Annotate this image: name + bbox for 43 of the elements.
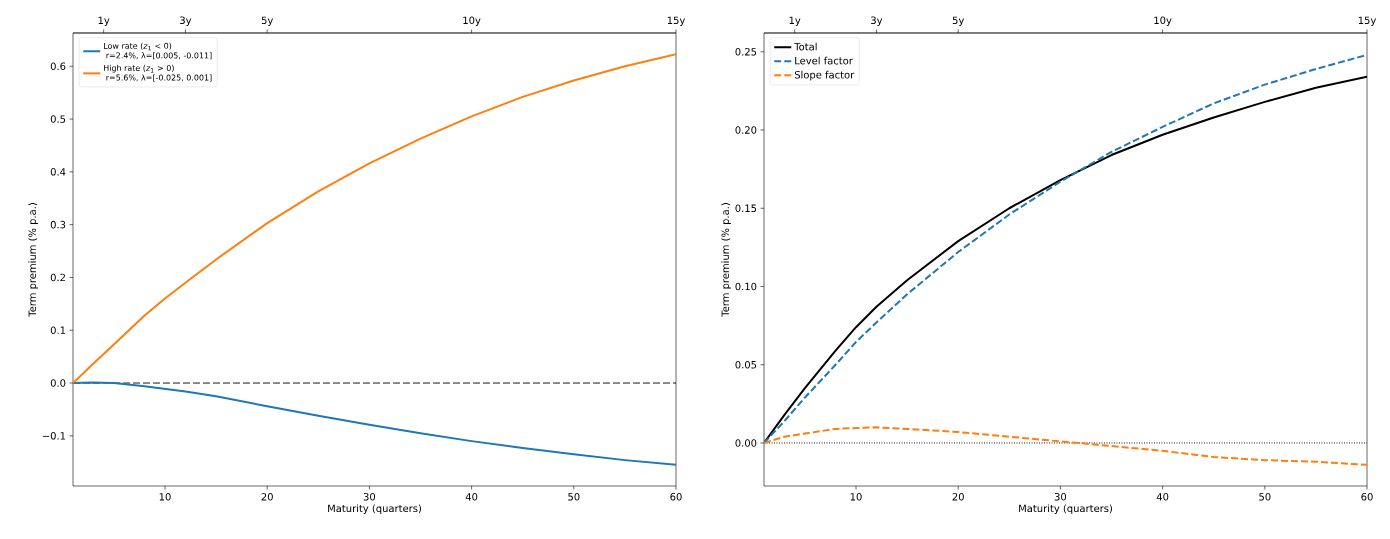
y-axis-title: Term premium (% p.a.) <box>28 203 38 317</box>
y-tick-label: 0.5 <box>50 115 66 123</box>
legend-label: Total <box>794 42 817 51</box>
y-tick-label: 0.05 <box>735 360 757 369</box>
x-tick-label: 50 <box>1259 493 1271 501</box>
x-axis-title: Maturity (quarters) <box>328 504 421 515</box>
y-tick-label: 0.4 <box>50 168 66 176</box>
x2-tick-label: 15y <box>1358 16 1377 26</box>
y-tick-label: −0.1 <box>42 432 66 440</box>
x-tick-label: 10 <box>159 493 171 501</box>
x2-tick-label: 3y <box>871 16 883 26</box>
y-tick-label: 0.1 <box>50 326 66 335</box>
x2-tick-label: 5y <box>261 16 274 26</box>
x-tick-label: 50 <box>568 493 580 501</box>
x2-tick-label: 1y <box>789 16 801 26</box>
y-tick-label: 0.15 <box>735 204 757 213</box>
x2-tick-label: 15y <box>667 16 685 26</box>
x-axis-title: Maturity (quarters) <box>1019 504 1112 515</box>
y-tick-label: 0.20 <box>735 126 757 134</box>
x-tick-label: 60 <box>670 493 682 501</box>
y-tick-label: 0.10 <box>735 282 757 291</box>
y-tick-label: 0.3 <box>50 220 66 229</box>
legend-label: Level factor <box>795 56 853 65</box>
x-tick-label: 30 <box>1054 493 1067 501</box>
x-tick-label: 20 <box>952 493 964 501</box>
x2-tick-label: 3y <box>180 16 192 26</box>
x-tick-label: 40 <box>1156 493 1169 501</box>
x-tick-label: 30 <box>363 493 376 501</box>
x-tick-label: 20 <box>261 493 273 501</box>
x2-tick-label: 1y <box>98 16 110 26</box>
x2-tick-label: 10y <box>463 16 481 26</box>
x2-tick-label: 5y <box>952 16 965 26</box>
y-tick-label: 0.0 <box>50 379 66 387</box>
x-tick-label: 40 <box>465 493 478 501</box>
legend-label: Slope factor <box>794 70 855 81</box>
y-tick-label: 0.2 <box>50 273 65 282</box>
y-tick-label: 0.25 <box>735 47 757 56</box>
y-axis-title: Term premium (% p.a.) <box>721 203 731 317</box>
y-tick-label: 0.00 <box>735 439 757 447</box>
x-tick-label: 10 <box>850 493 862 501</box>
y-tick-label: 0.6 <box>50 62 66 71</box>
x2-tick-label: 10y <box>1154 16 1172 26</box>
x-tick-label: 60 <box>1361 493 1373 501</box>
